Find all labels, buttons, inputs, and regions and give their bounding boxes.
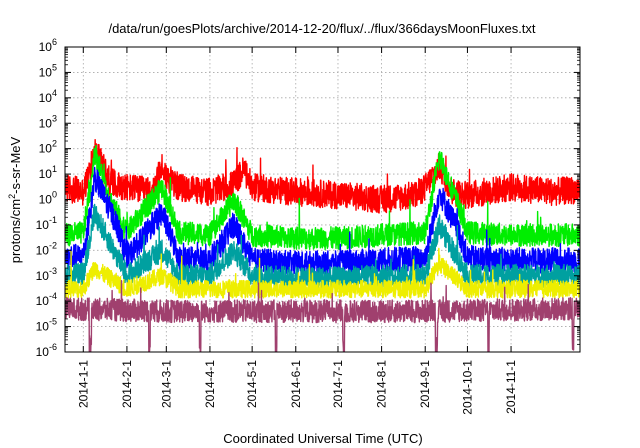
axis-ticks [65, 46, 580, 353]
series-line [65, 138, 580, 214]
y-tick-label: 10-6 [36, 342, 57, 359]
x-tick-label: 2014-7-1 [331, 360, 345, 408]
y-tick-label: 10-5 [36, 317, 57, 334]
x-tick-label: 2014-5-1 [245, 360, 259, 408]
series-line [65, 166, 580, 277]
y-tick-label: 103 [39, 113, 57, 130]
x-axis-title: Coordinated Universal Time (UTC) [223, 431, 422, 446]
y-tick-label: 105 [39, 62, 57, 79]
series-line [65, 247, 580, 299]
x-tick-labels: 2014-1-1 2014-2-1 2014-3-1 2014-4-1 2014-5-1… [76, 360, 518, 415]
y-tick-label: 101 [39, 164, 57, 181]
y-tick-label: 10-3 [36, 266, 57, 283]
x-tick-label: 2014-4-1 [203, 360, 217, 408]
x-tick-label: 2014-6-1 [289, 360, 303, 408]
y-tick-label: 104 [39, 88, 57, 105]
x-tick-label: 2014-9-1 [418, 360, 432, 408]
series-line [65, 203, 580, 291]
series-layer [65, 138, 580, 352]
x-tick-label: 2014-2-1 [120, 360, 134, 408]
x-tick-label: 2014-10-1 [460, 360, 474, 415]
y-tick-label: 106 [39, 37, 57, 54]
series-line [65, 279, 580, 352]
x-tick-label: 2014-1-1 [76, 360, 90, 408]
y-tick-labels: 10-6 10-5 10-4 10-3 10-2 10-1 100 101 102 103 104 1… [36, 37, 57, 359]
y-tick-label: 100 [39, 190, 57, 207]
chart-title: /data/run/goesPlots/archive/2014-12-20/f… [108, 21, 535, 36]
x-tick-label: 2014-11-1 [504, 360, 518, 414]
y-axis-title: protons/cm2-s-sr-MeV [7, 136, 23, 263]
y-tick-label: 10-1 [36, 215, 57, 232]
y-tick-label: 102 [39, 139, 57, 156]
x-tick-label: 2014-8-1 [375, 360, 389, 408]
y-tick-label: 10-2 [36, 240, 57, 257]
series-line [65, 144, 580, 251]
x-tick-label: 2014-3-1 [159, 360, 173, 408]
y-tick-label: 10-4 [36, 291, 57, 308]
